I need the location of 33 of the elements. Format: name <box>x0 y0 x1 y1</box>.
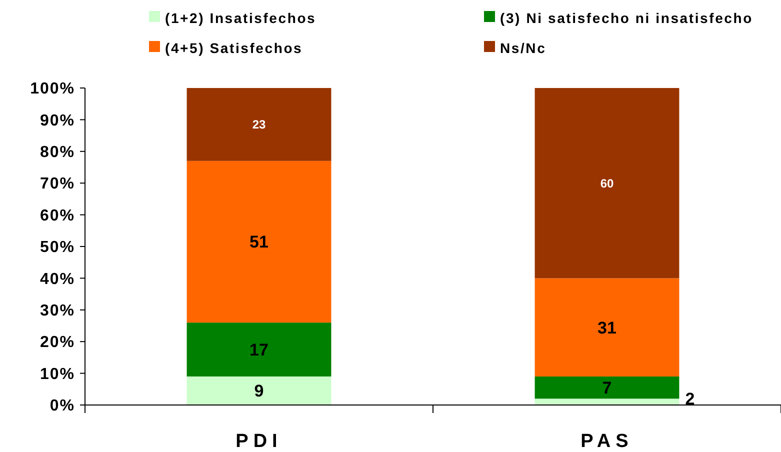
legend-label: (1+2) Insatisfechos <box>165 10 316 26</box>
y-tick-label: 0% <box>50 398 75 415</box>
data-label: 60 <box>600 176 614 190</box>
bar <box>186 160 332 323</box>
data-label: 2 <box>685 390 695 409</box>
x-tick-label: PDI <box>236 431 282 452</box>
bar <box>534 278 680 376</box>
bar <box>534 376 680 399</box>
y-tick-label: 90% <box>40 112 75 130</box>
legend-label: Ns/Nc <box>500 40 546 56</box>
legend-label: (3) Ni satisfecho ni insatisfecho <box>500 10 753 26</box>
x-tick-label: PAS <box>580 431 634 452</box>
y-tick-label: 10% <box>40 366 75 383</box>
y-tick-label: 40% <box>40 270 75 288</box>
data-label: 7 <box>602 378 612 398</box>
data-label: 17 <box>250 340 268 360</box>
bar <box>186 322 332 376</box>
y-tick-label: 30% <box>40 302 75 320</box>
bar <box>534 398 680 405</box>
y-tick-label: 20% <box>40 334 75 352</box>
y-tick-label: 50% <box>40 239 75 256</box>
legend-label: (4+5) Satisfechos <box>165 40 303 56</box>
y-tick-label: 60% <box>40 207 75 224</box>
data-label: 23 <box>252 118 266 132</box>
y-tick-label: 100% <box>30 80 75 98</box>
bar <box>534 88 680 278</box>
bar <box>186 88 332 161</box>
y-tick-label: 70% <box>40 176 75 193</box>
data-label: 51 <box>250 232 268 252</box>
data-label: 9 <box>254 382 264 401</box>
y-tick-label: 80% <box>40 144 75 161</box>
data-label: 31 <box>598 318 616 338</box>
bar <box>186 376 332 405</box>
